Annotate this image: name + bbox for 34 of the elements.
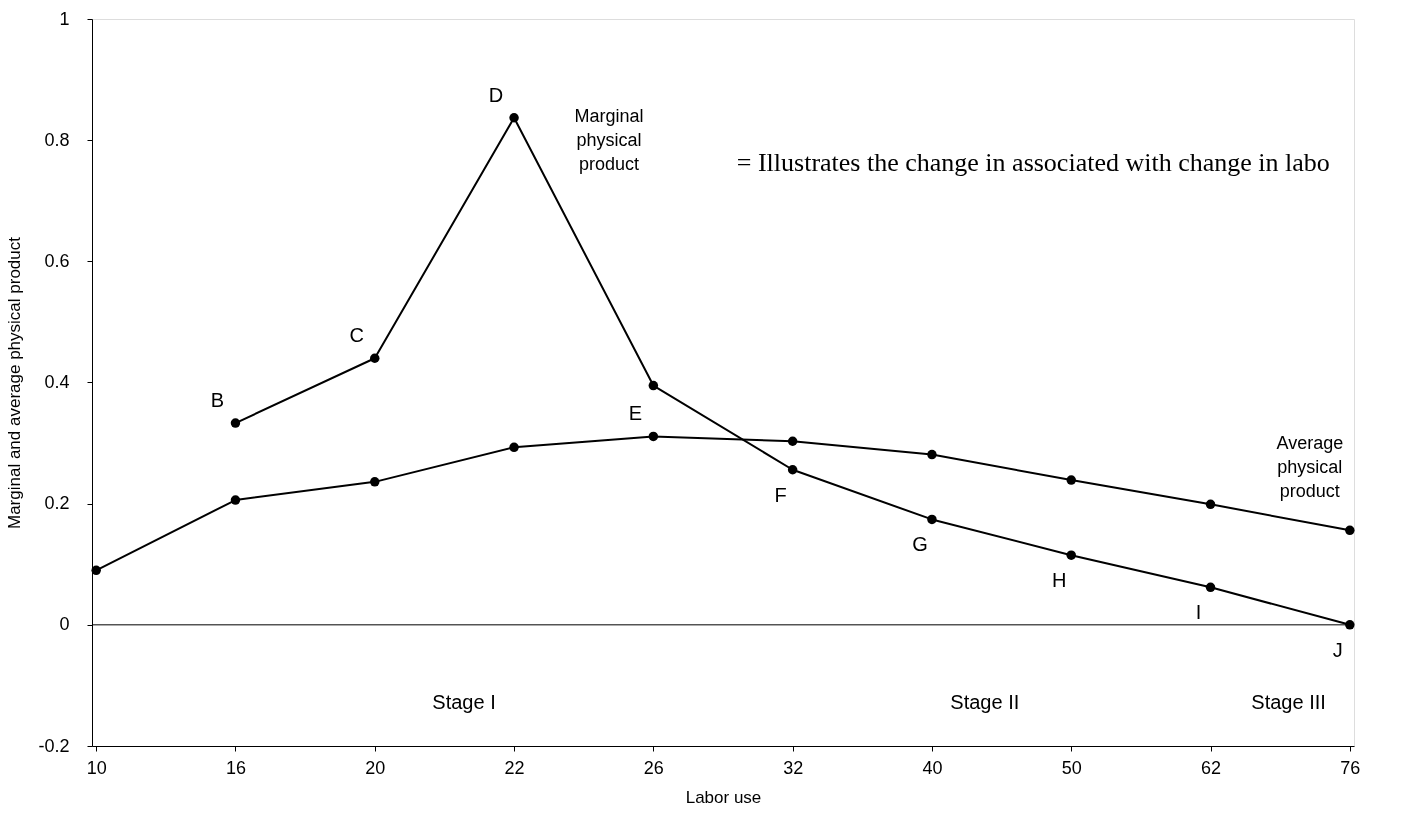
series-label: Average physical product bbox=[1276, 433, 1344, 502]
y-tick-label: -0.2 bbox=[38, 735, 70, 756]
x-tick-label: 40 bbox=[922, 757, 943, 778]
annotation: H bbox=[1052, 569, 1067, 592]
y-tick-label: 0 bbox=[59, 614, 70, 635]
annotation: B bbox=[210, 389, 225, 412]
annotation: F bbox=[774, 483, 787, 506]
annotation: Stage I bbox=[432, 691, 496, 713]
annotation: G bbox=[912, 533, 928, 556]
annotation: Stage III bbox=[1251, 691, 1326, 713]
annotation: D bbox=[488, 83, 504, 106]
x-tick-label: 10 bbox=[86, 757, 107, 778]
annotation: Stage II bbox=[950, 691, 1020, 713]
annotation: I bbox=[1195, 601, 1202, 624]
y-axis-title: Marginal and average physical product bbox=[5, 236, 25, 530]
annotation: C bbox=[349, 324, 364, 347]
x-tick-label: 32 bbox=[783, 757, 804, 778]
x-axis-title: Labor use bbox=[685, 787, 762, 807]
annotation: E bbox=[628, 402, 643, 425]
y-tick-label: 0.4 bbox=[44, 372, 70, 392]
annotation: J bbox=[1332, 638, 1343, 661]
y-tick-label: 1 bbox=[59, 8, 70, 29]
y-tick-label: 0.8 bbox=[44, 129, 70, 150]
x-tick-label: 20 bbox=[365, 757, 386, 778]
x-tick-label: 16 bbox=[225, 757, 246, 778]
x-tick-label: 26 bbox=[643, 757, 664, 778]
annotation: = Illustrates the change in associated with change in labo bbox=[736, 148, 1330, 177]
x-tick-label: 50 bbox=[1061, 757, 1082, 778]
y-tick-label: 0.2 bbox=[44, 493, 70, 514]
x-tick-label: 22 bbox=[504, 757, 525, 778]
x-tick-label: 62 bbox=[1201, 757, 1222, 778]
x-tick-label: 76 bbox=[1340, 757, 1361, 778]
y-tick-label: 0.6 bbox=[44, 250, 70, 271]
series-label: Marginal physical product bbox=[574, 105, 644, 174]
